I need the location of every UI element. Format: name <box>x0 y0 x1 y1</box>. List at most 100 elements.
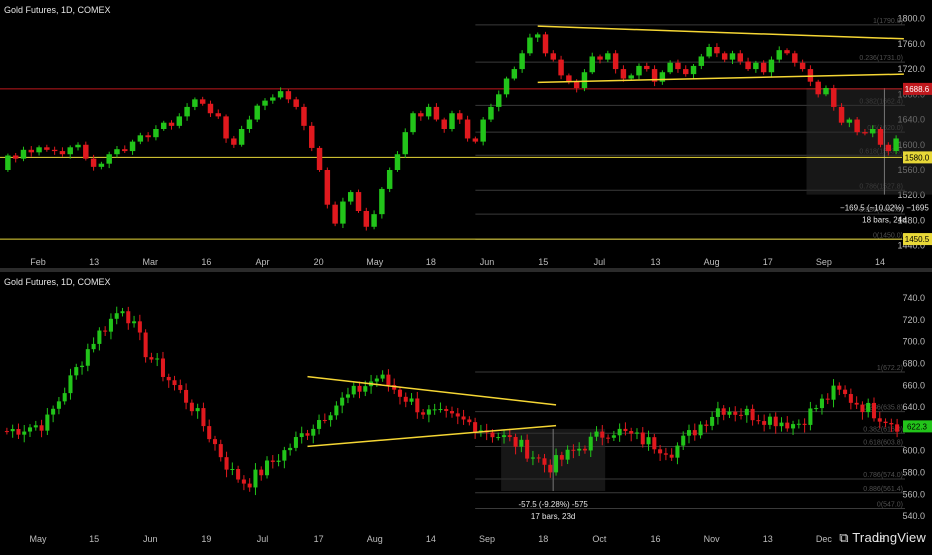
candle-body <box>623 428 628 432</box>
fib-level-label: 0.886(1490.0) <box>859 207 903 214</box>
candle-body <box>534 34 541 38</box>
candle-body <box>573 81 580 88</box>
x-tick-label: 16 <box>650 534 660 544</box>
candle-body <box>201 408 206 427</box>
candle-body <box>503 78 510 95</box>
candle-body <box>199 99 206 104</box>
candle-body <box>145 135 151 138</box>
x-tick-label: 15 <box>89 534 99 544</box>
candle-body <box>704 424 709 426</box>
candle-body <box>212 439 218 445</box>
candle-body <box>885 144 892 152</box>
candle-body <box>62 393 67 402</box>
candle-body <box>877 418 882 422</box>
candle-body <box>230 469 235 471</box>
candle-body <box>332 204 338 224</box>
x-tick-label: 17 <box>763 257 773 267</box>
candle-body <box>554 455 559 473</box>
candle-body <box>507 435 512 437</box>
candle-body <box>328 415 333 421</box>
fib-level-label: 0.886(561.4) <box>863 486 903 493</box>
candle-body <box>418 113 424 117</box>
candle-body <box>791 424 796 429</box>
candle-body <box>345 394 350 398</box>
candle-body <box>153 129 159 138</box>
candle-body <box>195 408 200 412</box>
candle-body <box>114 149 120 155</box>
price-tag-label: 622.3 <box>907 422 928 431</box>
candle-body <box>823 88 829 95</box>
candle-body <box>819 398 824 409</box>
candle-body <box>566 75 572 82</box>
x-tick-label: Jul <box>257 534 269 544</box>
candle-body <box>669 454 674 458</box>
candle-body <box>324 170 331 205</box>
candle-body <box>20 149 27 159</box>
candle-body <box>33 425 38 428</box>
candle-body <box>663 453 668 455</box>
candle-body <box>189 402 194 412</box>
brand-text: TradingView <box>852 530 926 545</box>
candle-body <box>776 50 782 60</box>
candle-body <box>727 411 732 415</box>
y-tick-label: 680.0 <box>902 358 925 368</box>
candle-body <box>215 113 221 117</box>
candle-body <box>12 155 19 159</box>
candle-body <box>675 62 681 70</box>
candle-body <box>5 155 11 170</box>
candle-body <box>753 62 759 70</box>
candle-body <box>83 144 89 159</box>
candle-body <box>825 398 830 400</box>
candle-body <box>184 389 189 403</box>
candle-body <box>293 99 299 107</box>
candle-body <box>629 431 634 434</box>
candle-body <box>594 431 599 437</box>
triangle-upper-line <box>307 375 557 406</box>
x-tick-label: May <box>366 257 384 267</box>
candle-body <box>860 404 865 413</box>
candle-body <box>871 402 877 419</box>
candle-body <box>397 389 402 397</box>
candle-body <box>530 457 535 459</box>
candle-body <box>67 147 73 155</box>
candle-body <box>357 385 362 392</box>
candle-body <box>160 122 167 129</box>
candle-body <box>729 53 736 60</box>
candle-body <box>39 425 44 431</box>
candle-body <box>542 34 549 54</box>
candle-body <box>690 65 697 75</box>
measure-label: 17 bars, 23d <box>531 512 575 521</box>
candle-body <box>617 428 622 436</box>
measure-label: -57.5 (-9.28%) -575 <box>518 500 588 509</box>
candle-body <box>644 65 650 70</box>
x-tick-label: 16 <box>201 257 211 267</box>
candle-body <box>760 62 767 73</box>
fib-level-label: 0.236(1731.0) <box>859 55 903 62</box>
candle-body <box>796 423 801 425</box>
candle-body <box>351 385 356 395</box>
x-tick-label: 18 <box>875 534 885 544</box>
price-tag <box>903 151 932 164</box>
candle-body <box>380 374 385 379</box>
candle-body <box>402 132 408 155</box>
candle-body <box>784 50 790 54</box>
candle-body <box>582 448 587 451</box>
candle-body <box>652 437 657 450</box>
candle-body <box>658 449 663 454</box>
y-tick-label: 660.0 <box>902 380 925 390</box>
candle-body <box>137 321 142 333</box>
x-tick-label: Feb <box>30 257 46 267</box>
candle-body <box>22 431 27 435</box>
candle-body <box>355 192 362 211</box>
candle-body <box>176 116 183 126</box>
candle-body <box>276 460 281 462</box>
x-tick-label: 14 <box>875 257 885 267</box>
candle-body <box>122 149 128 152</box>
candle-body <box>792 53 798 63</box>
candle-body <box>536 457 541 459</box>
candle-body <box>558 59 564 76</box>
x-tick-label: Nov <box>704 534 721 544</box>
candle-body <box>710 416 715 426</box>
